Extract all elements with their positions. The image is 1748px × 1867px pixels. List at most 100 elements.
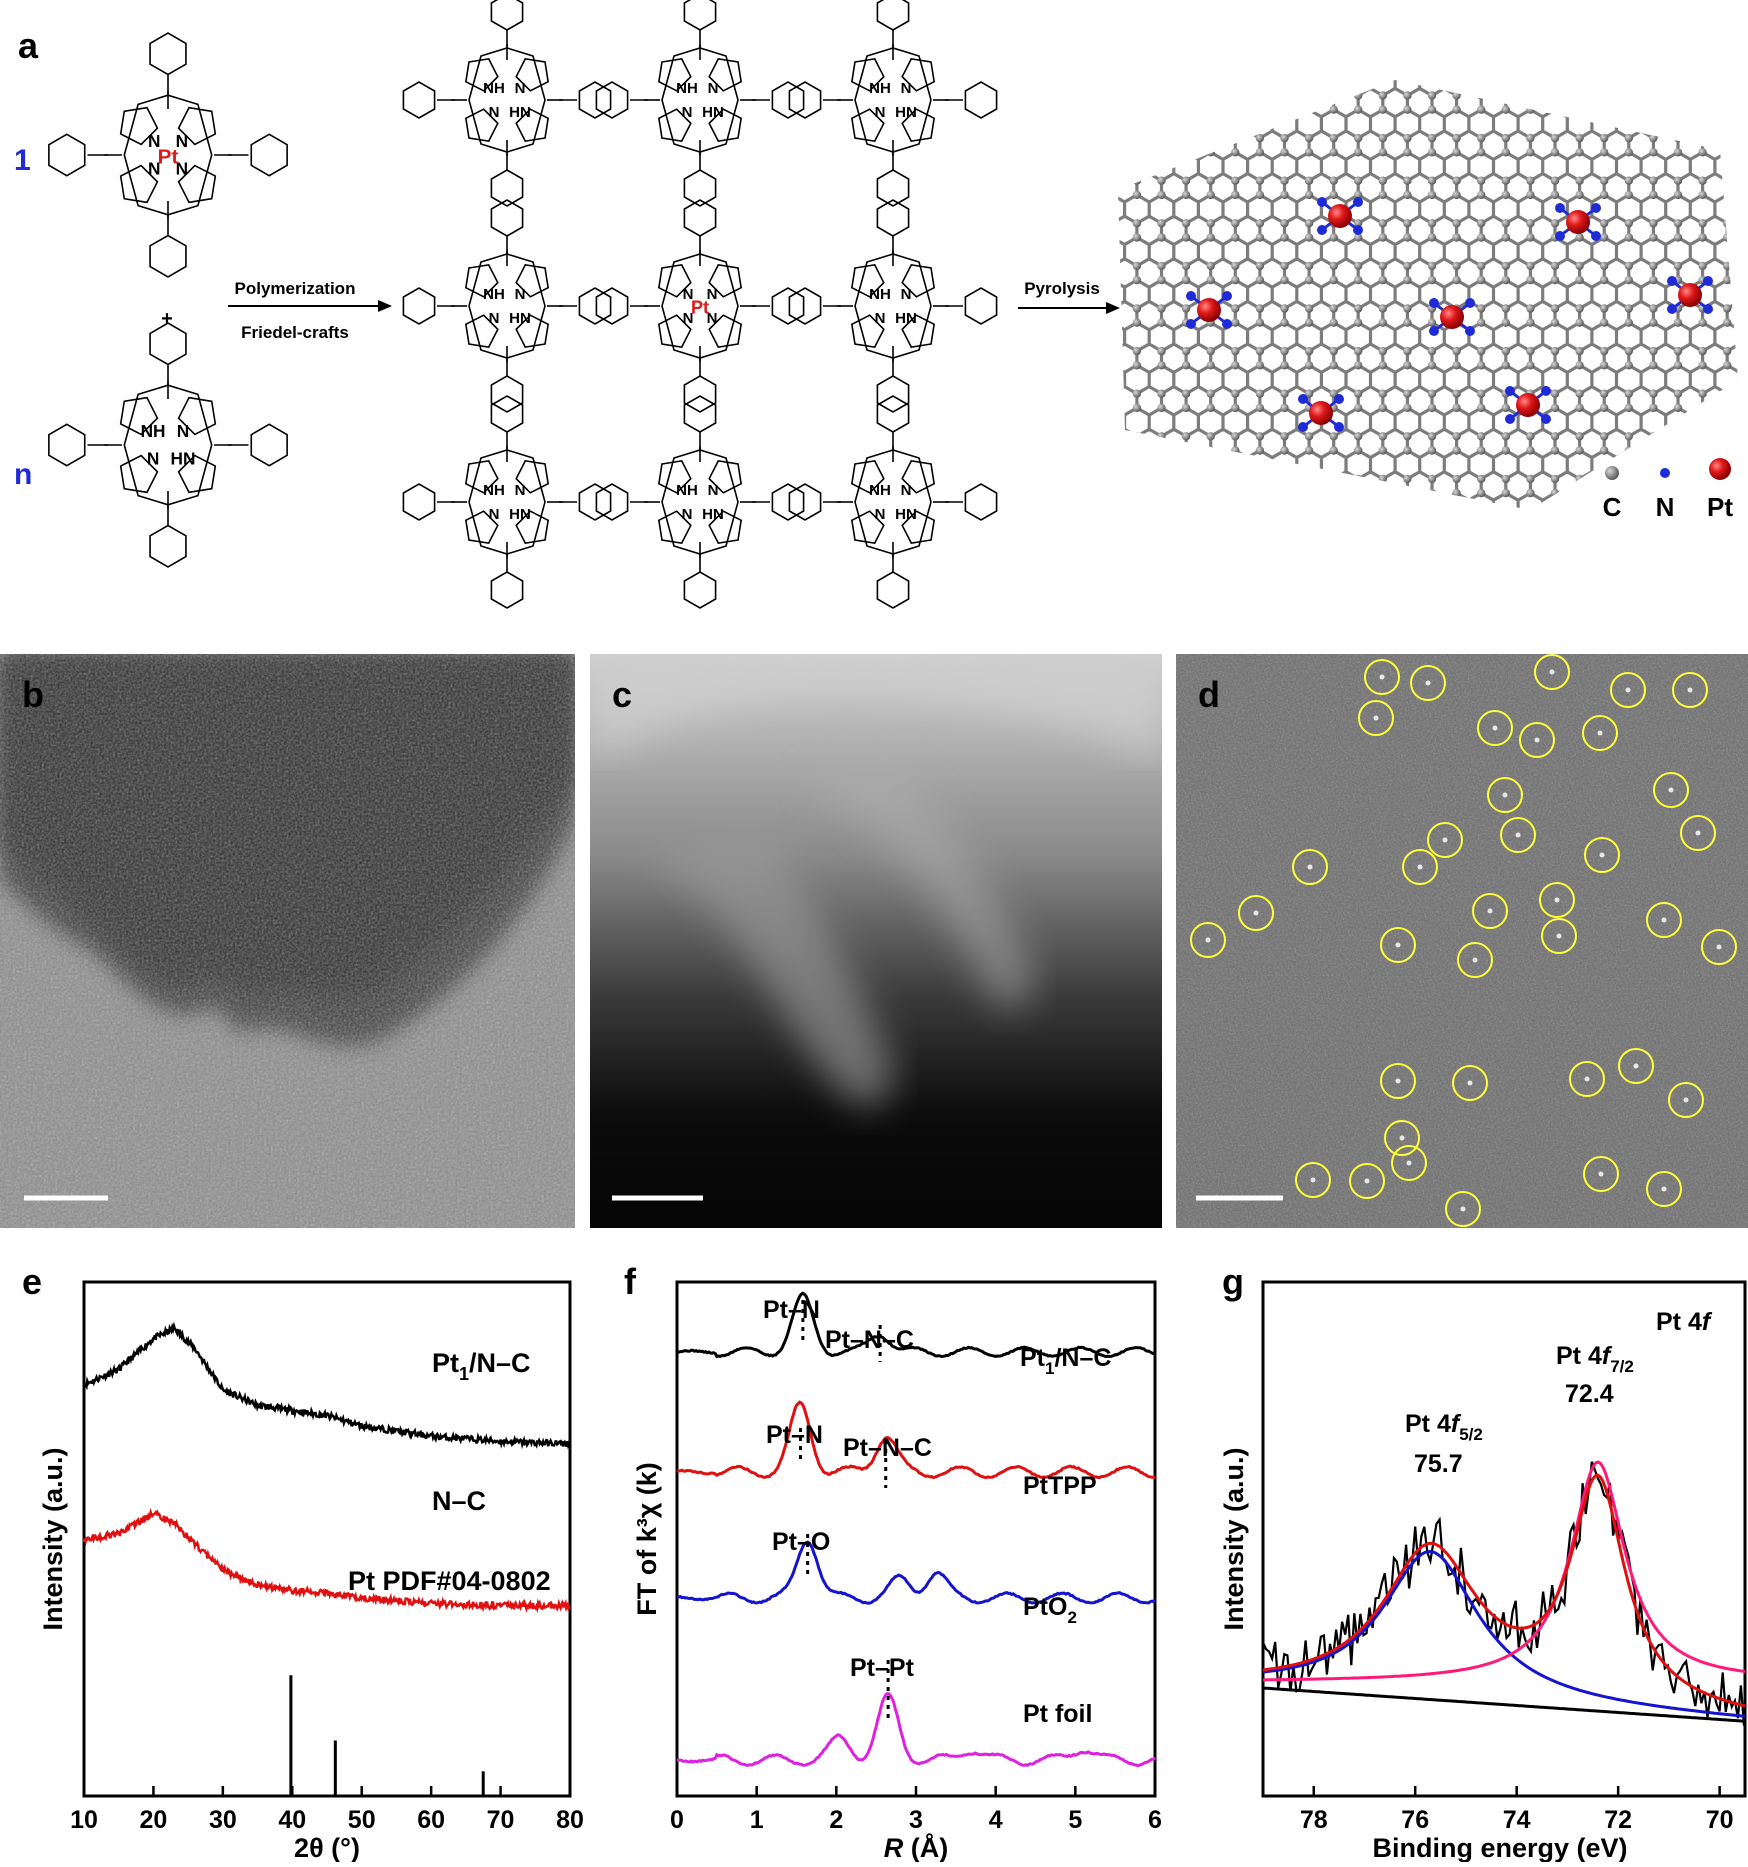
carbon-atom — [1625, 134, 1633, 142]
carbon-atom — [1280, 347, 1288, 355]
carbon-atom — [1305, 233, 1313, 241]
carbon-atom — [1256, 233, 1264, 241]
carbon-atom — [1575, 404, 1583, 412]
carbon-atom — [1231, 475, 1239, 483]
carbon-atom — [1674, 432, 1682, 440]
carbon-atom — [1157, 319, 1165, 327]
carbon-atom — [1674, 148, 1682, 156]
carbon-atom — [1305, 276, 1313, 284]
carbon-atom — [1231, 361, 1239, 369]
carbon-atom — [1207, 106, 1215, 114]
carbon-atom — [1600, 191, 1608, 199]
carbon-atom — [1280, 446, 1288, 454]
carbon-atom — [1428, 645, 1436, 653]
carbon-atom — [1698, 517, 1706, 525]
carbon-atom — [1600, 532, 1608, 540]
carbon-atom — [1207, 574, 1215, 582]
carbon-atom — [1551, 617, 1559, 625]
carbon-atom — [1379, 432, 1387, 440]
carbon-atom — [1280, 262, 1288, 270]
carbon-atom — [1575, 148, 1583, 156]
single-atom-dot — [1396, 1079, 1401, 1084]
carbon-atom — [1403, 63, 1411, 71]
carbon-atom — [1551, 603, 1559, 611]
x-tick-label: 72 — [1604, 1806, 1632, 1834]
chart-e-x-label: 2θ (°) — [294, 1833, 360, 1862]
carbon-atom — [1256, 319, 1264, 327]
monomer-count-n: n — [14, 458, 32, 491]
carbon-atom — [1649, 361, 1657, 369]
carbon-atom — [1108, 404, 1116, 412]
legend-c-label: C — [1603, 492, 1622, 522]
carbon-atom — [1330, 191, 1338, 199]
x-tick-label: 74 — [1503, 1806, 1531, 1834]
carbon-atom — [1698, 432, 1706, 440]
carbon-atom — [1477, 617, 1485, 625]
carbon-atom — [1477, 219, 1485, 227]
carbon-atom — [1551, 63, 1559, 71]
carbon-atom — [1084, 603, 1092, 611]
carbon-atom — [1256, 91, 1264, 99]
carbon-atom — [1551, 432, 1559, 440]
phenyl-ring — [579, 484, 610, 520]
monomer-count-1: 1 — [14, 144, 31, 177]
carbon-atom — [1502, 148, 1510, 156]
legend-n-label: N — [1656, 492, 1675, 522]
carbon-atom — [1207, 645, 1215, 653]
single-atom-dot — [1555, 898, 1560, 903]
panel-d-single-atom-image — [1176, 654, 1748, 1228]
carbon-atom — [1157, 432, 1165, 440]
carbon-atom — [1379, 517, 1387, 525]
single-atom-dot — [1374, 716, 1379, 721]
carbon-atom — [1600, 106, 1608, 114]
carbon-atom — [1403, 617, 1411, 625]
carbon-atom — [1526, 49, 1534, 57]
carbon-atom — [1256, 475, 1264, 483]
carbon-atom — [1084, 177, 1092, 185]
carbon-atom — [1354, 645, 1362, 653]
carbon-atom — [1379, 262, 1387, 270]
carbon-atom — [1108, 262, 1116, 270]
carbon-atom — [1280, 49, 1288, 57]
carbon-atom — [1674, 233, 1682, 241]
carbon-atom — [1428, 432, 1436, 440]
carbon-atom — [1452, 432, 1460, 440]
chart-g-peak1-label: Pt 4f5/2 — [1405, 1410, 1483, 1444]
carbon-atom — [1477, 233, 1485, 241]
carbon-atom — [1674, 517, 1682, 525]
carbon-atom — [1575, 49, 1583, 57]
carbon-atom — [1551, 347, 1559, 355]
carbon-atom — [1256, 517, 1264, 525]
carbon-atom — [1723, 446, 1731, 454]
carbon-atom — [1452, 262, 1460, 270]
carbon-atom — [1477, 63, 1485, 71]
carbon-atom — [1625, 532, 1633, 540]
carbon-atom — [1305, 148, 1313, 156]
carbon-atom — [1207, 404, 1215, 412]
carbon-atom — [1379, 177, 1387, 185]
carbon-atom — [1133, 233, 1141, 241]
carbon-atom — [1305, 191, 1313, 199]
single-atom-dot — [1380, 675, 1385, 680]
carbon-atom — [1207, 489, 1215, 497]
carbon-atom — [1157, 262, 1165, 270]
carbon-atom — [1157, 475, 1165, 483]
platinum-atom — [1566, 210, 1590, 234]
x-tick-label: 5 — [1068, 1806, 1082, 1834]
carbon-atom — [1502, 219, 1510, 227]
carbon-atom — [1575, 432, 1583, 440]
carbon-atom — [1674, 617, 1682, 625]
carbon-atom — [1182, 574, 1190, 582]
single-atom-dot — [1254, 911, 1259, 916]
carbon-atom — [1698, 617, 1706, 625]
carbon-atom — [1231, 106, 1239, 114]
carbon-atom — [1698, 63, 1706, 71]
carbon-atom — [1207, 361, 1215, 369]
carbon-atom — [1649, 219, 1657, 227]
carbon-atom — [1182, 347, 1190, 355]
carbon-atom — [1526, 304, 1534, 312]
single-atom-dot — [1557, 934, 1562, 939]
carbon-atom — [1649, 63, 1657, 71]
